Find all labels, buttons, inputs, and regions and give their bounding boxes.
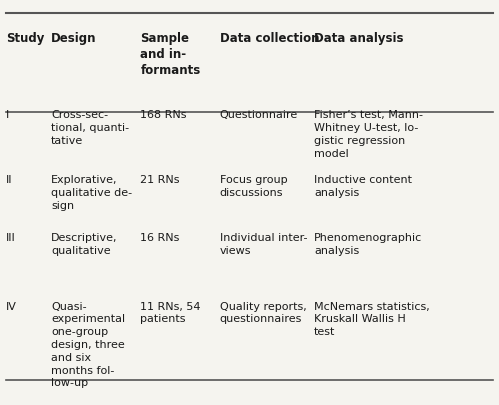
Text: II: II <box>6 175 13 185</box>
Text: Individual inter-
views: Individual inter- views <box>220 233 307 256</box>
Text: 168 RNs: 168 RNs <box>140 111 187 120</box>
Text: Data collection: Data collection <box>220 32 319 45</box>
Text: Design: Design <box>51 32 96 45</box>
Text: Inductive content
analysis: Inductive content analysis <box>314 175 412 198</box>
Text: 21 RNs: 21 RNs <box>140 175 180 185</box>
Text: Descriptive,
qualitative: Descriptive, qualitative <box>51 233 117 256</box>
Text: III: III <box>6 233 16 243</box>
Text: IV: IV <box>6 302 17 311</box>
Text: Phenomenographic
analysis: Phenomenographic analysis <box>314 233 422 256</box>
Text: Quality reports,
questionnaires: Quality reports, questionnaires <box>220 302 306 324</box>
Text: Focus group
discussions: Focus group discussions <box>220 175 287 198</box>
Text: Explorative,
qualitative de-
sign: Explorative, qualitative de- sign <box>51 175 132 211</box>
Text: Fisher’s test, Mann-
Whitney U-test, lo-
gistic regression
model: Fisher’s test, Mann- Whitney U-test, lo-… <box>314 111 423 159</box>
Text: Quasi-
experimental
one-group
design, three
and six
months fol-
low-up: Quasi- experimental one-group design, th… <box>51 302 125 388</box>
Text: Questionnaire: Questionnaire <box>220 111 298 120</box>
Text: Sample
and in-
formants: Sample and in- formants <box>140 32 201 77</box>
Text: 11 RNs, 54
patients: 11 RNs, 54 patients <box>140 302 201 324</box>
Text: Study: Study <box>6 32 45 45</box>
Text: Cross-sec-
tional, quanti-
tative: Cross-sec- tional, quanti- tative <box>51 111 129 146</box>
Text: I: I <box>6 111 9 120</box>
Text: McNemars statistics,
Kruskall Wallis H
test: McNemars statistics, Kruskall Wallis H t… <box>314 302 430 337</box>
Text: 16 RNs: 16 RNs <box>140 233 180 243</box>
Text: Data analysis: Data analysis <box>314 32 404 45</box>
